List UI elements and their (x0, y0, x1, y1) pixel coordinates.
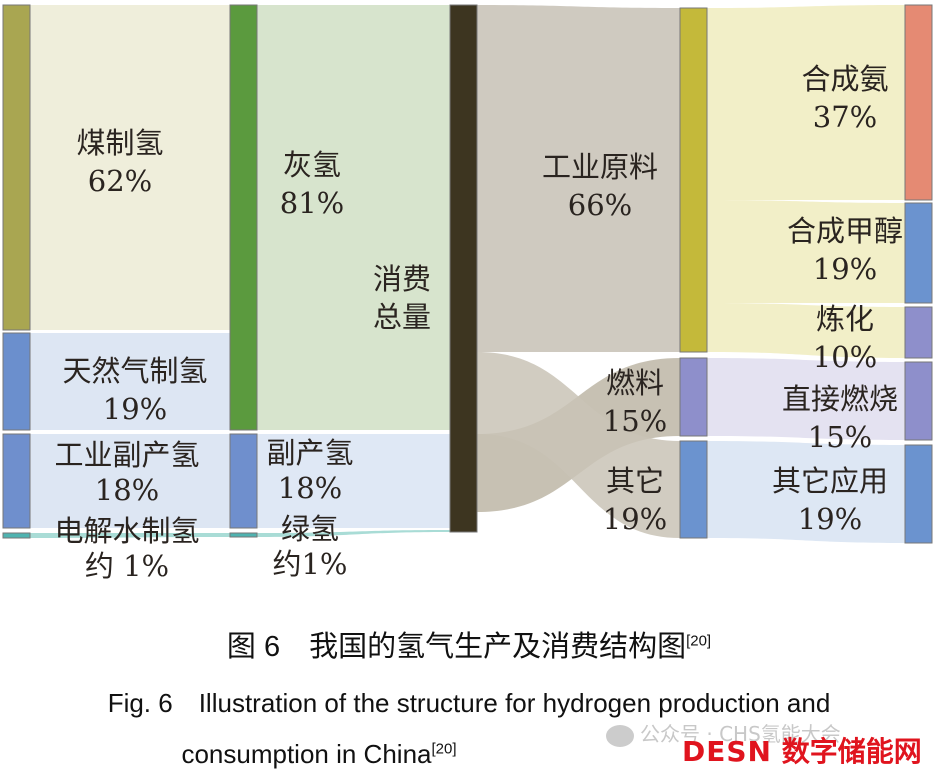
link-industry-refining (707, 303, 905, 358)
link-other-otheruse (707, 441, 905, 543)
label-other: 其它 19% (602, 464, 668, 536)
node-methanol (904, 202, 933, 304)
node-total (449, 4, 478, 533)
link-total-industry (477, 5, 680, 352)
link-total-other (477, 352, 680, 538)
label-byprod2: 副产氢 18% (266, 436, 354, 505)
link-green-total (257, 530, 450, 537)
node-green (229, 532, 258, 538)
label-industry: 工业原料 66% (541, 150, 658, 222)
label-byprod1: 工业副产氢 18% (54, 438, 200, 507)
label-total: 消费总量 (372, 262, 431, 334)
watermark-brand: DESN 数字储能网 (682, 735, 922, 768)
link-elec-green (30, 533, 230, 538)
node-byprod2 (229, 433, 258, 529)
node-fuel (679, 357, 708, 437)
label-fuel: 燃料 15% (602, 366, 668, 438)
label-refining: 炼化 10% (812, 302, 878, 374)
label-methanol: 合成甲醇 19% (786, 214, 903, 286)
caption-en-line2: consumption in China[20] (181, 739, 457, 769)
node-industry (679, 7, 708, 353)
link-gas-grey (30, 333, 230, 430)
label-coal: 煤制氢 62% (76, 126, 164, 198)
label-elec: 电解水制氢约 1% (54, 514, 200, 583)
label-grey: 灰氢 81% (279, 148, 345, 220)
node-gas (2, 332, 31, 431)
caption-cn: 图 6 我国的氢气生产及消费结构图[20] (226, 631, 712, 663)
node-other (679, 440, 708, 539)
node-refining (904, 306, 933, 359)
link-byprod1-byprod2 (30, 434, 230, 528)
label-burn: 直接燃烧 15% (781, 382, 898, 454)
link-industry-methanol (707, 200, 905, 303)
watermark-wechat: 公众号 · CHS氢能大会 (606, 718, 841, 750)
sankey-diagram (2, 4, 933, 544)
node-otheruse (904, 444, 933, 544)
node-burn (904, 361, 933, 441)
link-coal-grey (30, 5, 230, 330)
wechat-icon (606, 724, 634, 747)
node-byprod1 (2, 433, 31, 529)
link-industry-ammonia (707, 5, 905, 200)
link-fuel-burn (707, 358, 905, 440)
caption-en-line1: Fig. 6 Illustration of the structure for… (107, 688, 831, 718)
label-otheruse: 其它应用 19% (771, 464, 888, 536)
node-ammonia (904, 4, 933, 201)
node-grey (229, 4, 258, 431)
label-gas: 天然气制氢 19% (62, 354, 208, 426)
link-grey-total (257, 5, 450, 430)
node-coal (2, 4, 31, 331)
label-green: 绿氢 约1% (272, 512, 348, 581)
node-elec (2, 532, 31, 539)
link-byprod2-total (257, 434, 450, 528)
label-ammonia: 合成氨 37% (801, 62, 889, 134)
